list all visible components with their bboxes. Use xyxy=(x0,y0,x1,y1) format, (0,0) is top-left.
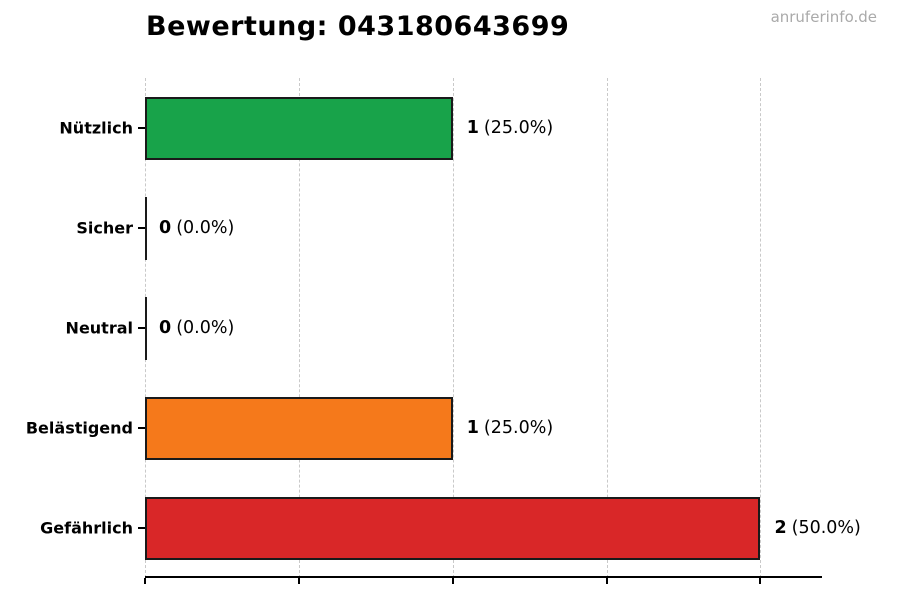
chart-title: Bewertung: 043180643699 xyxy=(146,11,570,42)
y-axis-tick xyxy=(138,227,145,229)
x-axis-tick-1.5 xyxy=(606,578,608,584)
value-count: 1 xyxy=(466,118,479,138)
x-axis-tick-0 xyxy=(144,578,146,584)
gridline-x-0.5 xyxy=(299,78,300,578)
value-count: 2 xyxy=(774,518,787,538)
x-axis-line xyxy=(145,576,822,578)
y-axis-tick xyxy=(138,127,145,129)
value-label-sicher: 0 (0.0%) xyxy=(159,218,234,238)
value-label-gefaehrlich: 2 (50.0%) xyxy=(774,518,860,538)
value-percent: (50.0%) xyxy=(791,518,861,538)
chart-row-nuetzlich: Nützlich 1 (25.0%) xyxy=(59,78,822,178)
gridline-x-1.5 xyxy=(607,78,608,578)
value-percent: (25.0%) xyxy=(483,418,554,438)
category-label-sicher: Sicher xyxy=(76,218,133,238)
bar-neutral xyxy=(145,297,147,360)
chart-row-neutral: Neutral 0 (0.0%) xyxy=(66,278,822,378)
value-percent: (0.0%) xyxy=(176,318,235,338)
chart-row-gefaehrlich: Gefährlich 2 (50.0%) xyxy=(40,478,861,578)
chart-row-sicher: Sicher 0 (0.0%) xyxy=(76,178,822,278)
value-label-nuetzlich: 1 (25.0%) xyxy=(467,118,553,138)
x-axis-tick-0.5 xyxy=(298,578,300,584)
value-label-belaestigend: 1 (25.0%) xyxy=(467,418,553,438)
value-count: 0 xyxy=(159,318,172,338)
x-axis-tick-1 xyxy=(452,578,454,584)
value-percent: (0.0%) xyxy=(176,218,235,238)
gridline-x-2 xyxy=(760,78,761,578)
category-label-belaestigend: Belästigend xyxy=(25,418,133,438)
y-axis-tick xyxy=(138,327,145,329)
value-percent: (25.0%) xyxy=(483,118,554,138)
category-label-neutral: Neutral xyxy=(65,318,133,338)
y-axis-tick xyxy=(138,427,145,429)
value-count: 1 xyxy=(466,418,479,438)
watermark-text: anruferinfo.de xyxy=(770,8,877,26)
value-label-neutral: 0 (0.0%) xyxy=(159,318,234,338)
category-label-nuetzlich: Nützlich xyxy=(59,118,133,138)
y-axis-tick xyxy=(138,527,145,529)
x-axis-tick-2 xyxy=(759,578,761,584)
bar-gefaehrlich xyxy=(145,497,761,560)
bar-nuetzlich xyxy=(145,97,453,160)
bar-sicher xyxy=(145,197,147,260)
value-count: 0 xyxy=(159,218,172,238)
chart-row-belaestigend: Belästigend 1 (25.0%) xyxy=(26,378,822,478)
plot-area: Nützlich 1 (25.0%) Sicher 0 (0.0%) Neutral… xyxy=(26,78,861,584)
bar-belaestigend xyxy=(145,397,453,460)
gridline-x-1 xyxy=(453,78,454,578)
category-label-gefaehrlich: Gefährlich xyxy=(40,518,133,538)
